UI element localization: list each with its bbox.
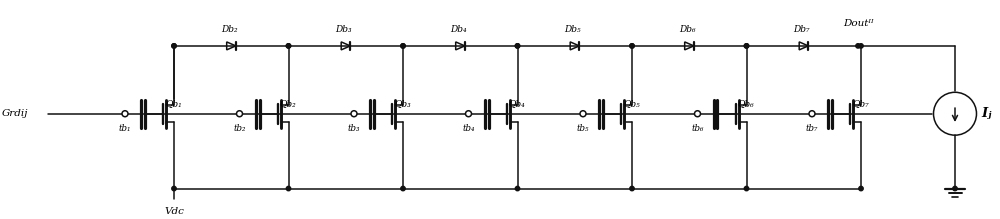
Circle shape: [172, 186, 176, 191]
Circle shape: [466, 111, 472, 117]
Circle shape: [630, 186, 634, 191]
Text: Grdij: Grdij: [2, 109, 28, 118]
Circle shape: [953, 186, 957, 191]
Text: tb₆: tb₆: [691, 124, 704, 133]
Circle shape: [744, 44, 749, 48]
Circle shape: [286, 44, 291, 48]
Circle shape: [859, 44, 863, 48]
Circle shape: [122, 111, 128, 117]
Circle shape: [515, 44, 520, 48]
Text: tb₄: tb₄: [462, 124, 475, 133]
Circle shape: [351, 111, 357, 117]
Text: Qb₆: Qb₆: [738, 99, 754, 108]
Circle shape: [856, 44, 860, 48]
Circle shape: [401, 44, 405, 48]
Text: Db₃: Db₃: [335, 25, 352, 34]
Text: Db₅: Db₅: [564, 25, 581, 34]
Text: Qb₄: Qb₄: [509, 99, 525, 108]
Circle shape: [744, 44, 749, 48]
Text: Db₄: Db₄: [450, 25, 467, 34]
Text: Qb₂: Qb₂: [280, 99, 296, 108]
Circle shape: [286, 186, 291, 191]
Text: Doutᴵᴵ: Doutᴵᴵ: [843, 19, 873, 28]
Circle shape: [694, 111, 700, 117]
Circle shape: [237, 111, 242, 117]
Text: Qb₁: Qb₁: [165, 99, 182, 108]
Text: Qb₅: Qb₅: [623, 99, 640, 108]
Text: Db₂: Db₂: [221, 25, 238, 34]
Circle shape: [515, 44, 520, 48]
Circle shape: [286, 44, 291, 48]
Text: Qb₇: Qb₇: [852, 99, 869, 108]
Circle shape: [401, 186, 405, 191]
Text: tb₁: tb₁: [119, 124, 131, 133]
Circle shape: [172, 44, 176, 48]
Text: tb₇: tb₇: [806, 124, 818, 133]
Circle shape: [630, 44, 634, 48]
Circle shape: [172, 44, 176, 48]
Text: tb₃: tb₃: [348, 124, 360, 133]
Circle shape: [744, 186, 749, 191]
Text: Vdc: Vdc: [164, 207, 184, 217]
Text: tb₂: tb₂: [233, 124, 246, 133]
Circle shape: [401, 44, 405, 48]
Circle shape: [809, 111, 815, 117]
Text: tb₅: tb₅: [577, 124, 589, 133]
Circle shape: [515, 186, 520, 191]
Circle shape: [630, 44, 634, 48]
Text: Db₆: Db₆: [679, 25, 696, 34]
Text: Qb₃: Qb₃: [394, 99, 411, 108]
Circle shape: [859, 186, 863, 191]
Circle shape: [580, 111, 586, 117]
Text: Db₇: Db₇: [793, 25, 810, 34]
Text: Iⱼ: Iⱼ: [981, 107, 991, 120]
